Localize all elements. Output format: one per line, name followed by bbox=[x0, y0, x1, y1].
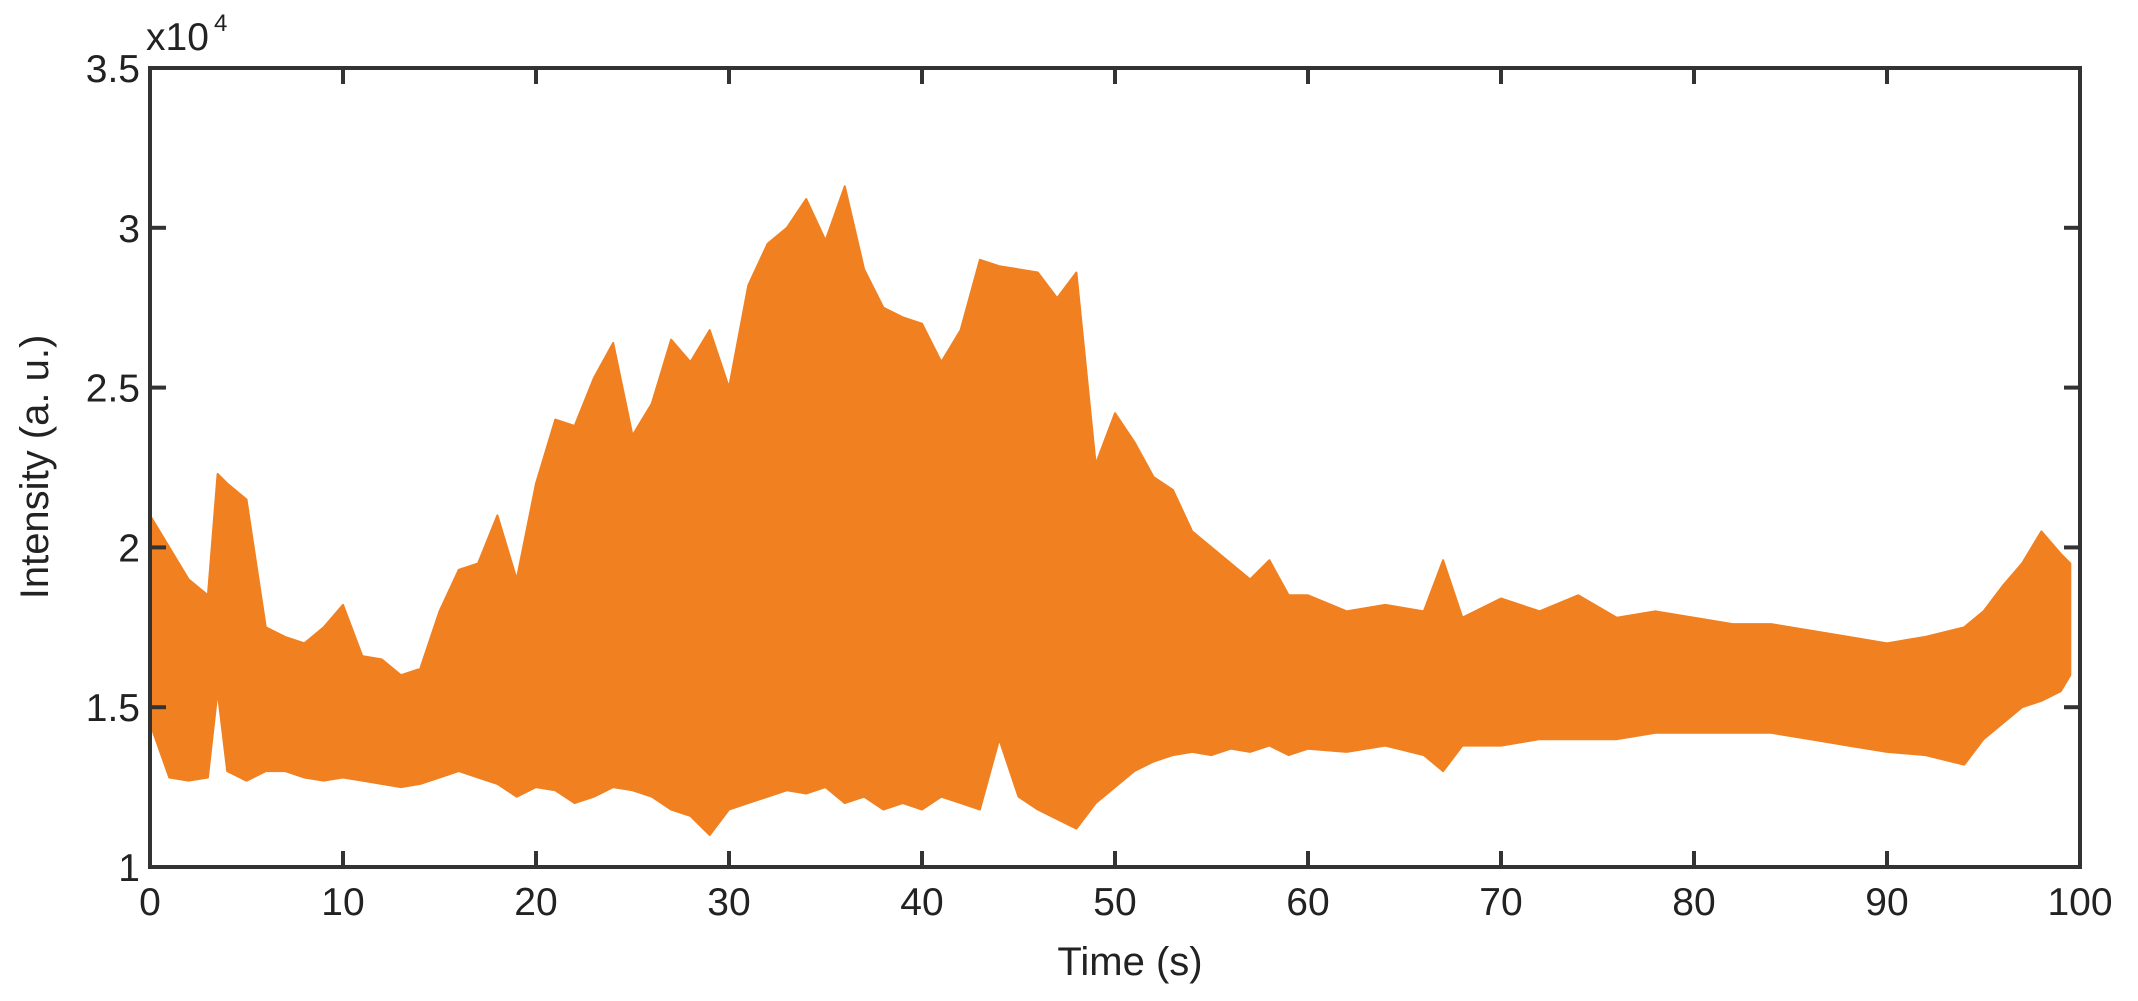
y-multiplier-exponent: 4 bbox=[214, 10, 227, 37]
x-tick-label: 60 bbox=[1286, 881, 1329, 924]
x-axis-label: Time (s) bbox=[1057, 940, 1202, 984]
y-tick-label: 1 bbox=[118, 847, 140, 890]
x-tick-label: 20 bbox=[514, 881, 557, 924]
y-tick-label: 2.5 bbox=[86, 368, 140, 411]
y-multiplier-base: x10 bbox=[146, 16, 209, 59]
x-tick-label: 40 bbox=[900, 881, 943, 924]
y-tick-label: 2 bbox=[118, 527, 140, 570]
x-axis-ticks: 0 10 20 30 40 50 60 70 80 90 100 bbox=[139, 68, 2113, 924]
y-tick-label: 3.5 bbox=[86, 48, 140, 91]
y-tick-label: 1.5 bbox=[86, 687, 140, 730]
x-tick-label: 10 bbox=[321, 881, 364, 924]
signal-area-layer bbox=[149, 185, 2072, 836]
signal-area bbox=[149, 185, 2072, 836]
x-tick-label: 100 bbox=[2047, 881, 2112, 924]
x-tick-label: 90 bbox=[1865, 881, 1908, 924]
x-tick-label: 50 bbox=[1093, 881, 1136, 924]
x-tick-label: 0 bbox=[139, 881, 161, 924]
y-axis-label: Intensity (a. u.) bbox=[13, 335, 57, 600]
x-tick-label: 80 bbox=[1672, 881, 1715, 924]
y-tick-label: 3 bbox=[118, 208, 140, 251]
x-tick-label: 30 bbox=[707, 881, 750, 924]
x-tick-label: 70 bbox=[1479, 881, 1522, 924]
y-axis-ticks: 1 1.5 2 2.5 3 3.5 bbox=[86, 48, 2080, 890]
